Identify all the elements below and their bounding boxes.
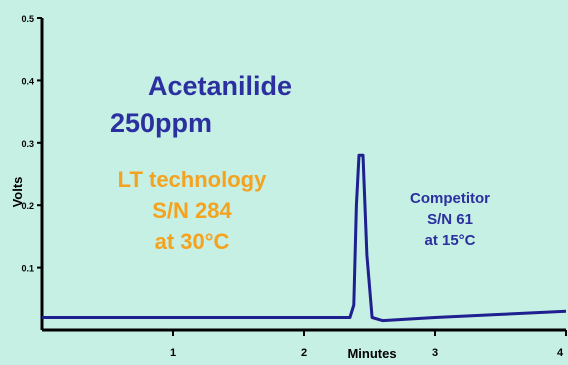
y-tick-label: 0.2 [21, 201, 34, 211]
compound-concentration: 250ppm [110, 108, 213, 138]
x-axis-label: Minutes [347, 346, 396, 361]
series-line [42, 153, 567, 323]
x-tick-label: 2 [301, 347, 307, 359]
compound-annotation: Acetanilide 250ppm [110, 68, 360, 142]
y-tick-label: 0.3 [21, 139, 34, 149]
x-tick-label: 1 [170, 347, 176, 359]
y-axis-label: Volts [10, 177, 25, 208]
competitor-label: Competitor [410, 190, 490, 207]
lt-temperature: at 30°C [154, 229, 230, 254]
competitor-snr: S/N 61 [427, 211, 473, 228]
x-tick-label: 3 [432, 347, 438, 359]
lt-label: LT technology [117, 167, 267, 192]
lt-technology-annotation: LT technology S/N 284 at 30°C [72, 164, 312, 257]
y-tick-label: 0.1 [21, 264, 34, 274]
competitor-temperature: at 15°C [424, 232, 476, 249]
compound-name: Acetanilide [148, 71, 293, 101]
x-tick-label: 4 [557, 347, 564, 359]
lt-snr: S/N 284 [152, 198, 232, 223]
competitor-annotation: Competitor S/N 61 at 15°C [380, 188, 520, 251]
y-tick-label: 0.4 [21, 76, 34, 86]
y-tick-label: 0.5 [21, 14, 34, 24]
